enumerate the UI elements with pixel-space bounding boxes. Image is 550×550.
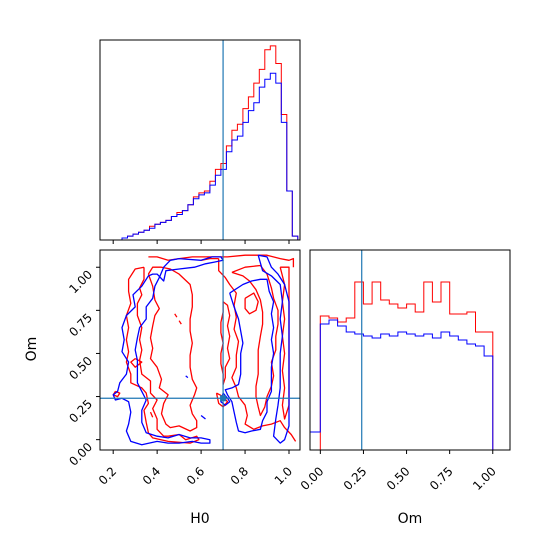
contour-red-path-7 [220,301,231,386]
contour-x-tick-label-3: 0.8 [228,464,251,487]
om-hist-red-series [310,281,510,450]
contour-x-tick-label-0: 0.2 [96,464,119,487]
contour-red-path-8 [244,292,259,315]
contour-y-tick-label-2: 0.50 [66,354,95,383]
contour-red-path-6 [231,264,279,417]
contour-y-tick-label-0: 0.00 [66,440,95,469]
h0-hist-red-series [100,45,299,240]
contour-blue-path-1 [224,278,275,434]
contour-red-path-4 [218,258,297,442]
h0-hist-blue-series [100,72,299,240]
contour-blue-path-4 [200,414,206,420]
om-hist-x-tick-label-0: 0.00 [298,464,327,493]
contour-y-tick-label-4: 1.00 [66,267,95,296]
h0-hist-frame [99,39,301,241]
om-hist-x-tick-label-1: 0.25 [341,464,370,493]
x-axis-label-h0: H0 [190,511,209,527]
h0-om-contour-panel: 0.2 0.4 0.6 0.8 1.0 0.00 0.25 0.50 0.75 1.00 [66,249,301,488]
contour-red-path-3 [147,266,198,432]
contour-red-path-2 [148,256,169,261]
contour-red-path-10 [130,358,143,368]
contour-x-tick-label-1: 0.4 [140,464,163,487]
contour-blue-path-5 [185,375,189,379]
om-hist-blue-series [310,319,510,450]
om-hist-frame [309,249,511,451]
h0-histogram-panel [99,39,301,244]
om-hist-x-tick-label-2: 0.50 [384,464,413,493]
contour-red-path-13 [178,320,182,325]
contour-frame [99,249,301,451]
om-histogram-panel: 0.00 0.25 0.50 0.75 1.00 [298,249,511,493]
y-axis-label-om: Om [24,337,40,362]
contour-red-path-1 [168,254,295,268]
contour-y-tick-label-1: 0.25 [66,397,95,426]
x-axis-label-om: Om [398,511,423,527]
contour-red-path-14 [149,411,154,418]
contour-x-tick-label-4: 1.0 [272,464,295,487]
contour-blue-path-2 [257,254,290,444]
om-hist-x-tick-label-3: 0.75 [427,464,456,493]
contour-blue-path-0 [112,256,224,446]
contour-x-tick-label-2: 0.6 [184,464,207,487]
contour-red-path-12 [174,313,178,318]
om-hist-x-tick-label-4: 1.00 [470,464,499,493]
contour-truth-marker [220,395,227,402]
contour-y-tick-label-3: 0.75 [66,311,95,340]
